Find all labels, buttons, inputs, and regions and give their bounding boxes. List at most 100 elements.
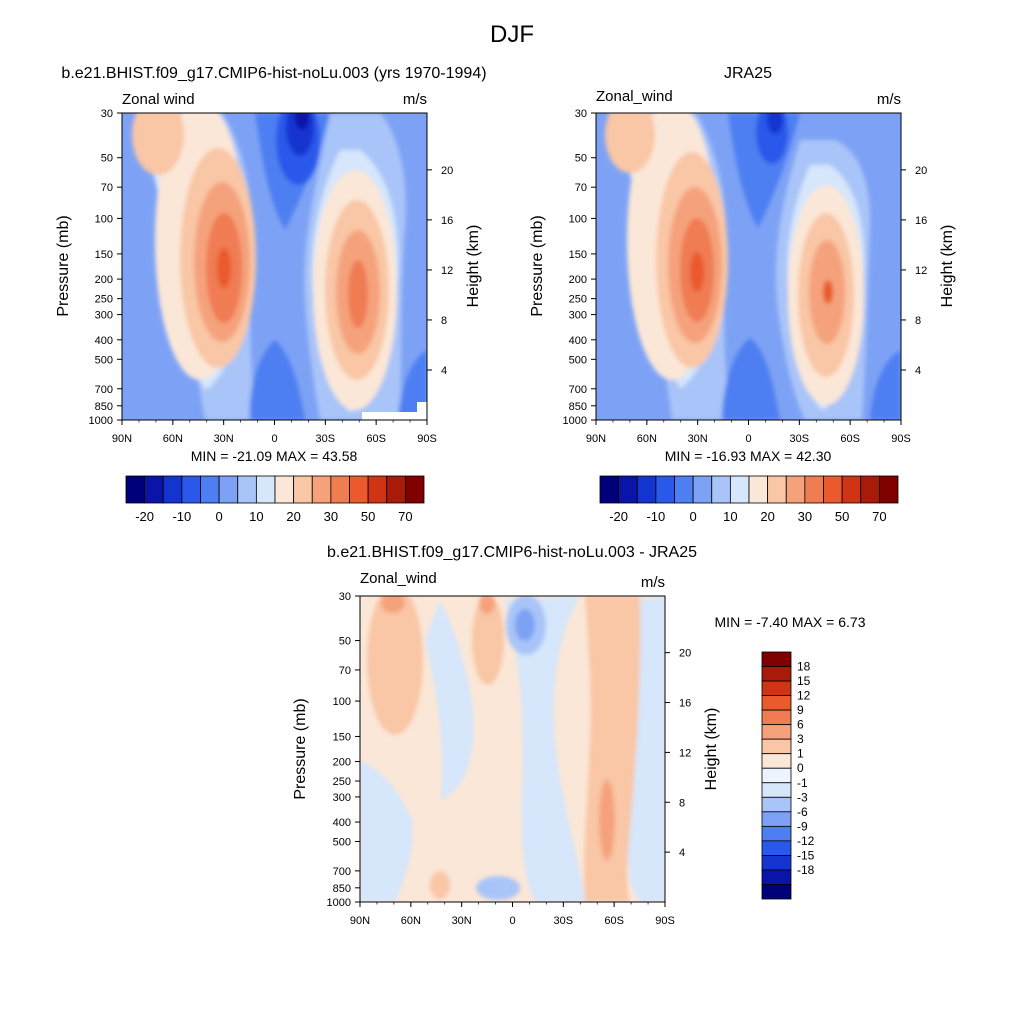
y-tick-label: 850 xyxy=(95,401,113,413)
x-tick-label: 60N xyxy=(401,915,421,927)
easterly-upper-core xyxy=(295,113,309,130)
y-tick-label: 200 xyxy=(95,274,113,286)
colorbar-label: 50 xyxy=(835,509,849,524)
colorbar-label: 18 xyxy=(797,660,811,674)
variable-label: Zonal_wind xyxy=(596,88,673,105)
y-right-tick-label: 20 xyxy=(915,165,927,177)
x-tick-label: 60S xyxy=(840,433,860,445)
jet-north-top xyxy=(132,113,184,175)
colorbar-label: 50 xyxy=(361,509,375,524)
colorbar-label: -1 xyxy=(797,776,808,790)
weak-negative-center xyxy=(425,600,474,800)
colorbar-label: 70 xyxy=(872,509,886,524)
y-tick-label: 500 xyxy=(333,837,351,849)
y-right-tick-label: 16 xyxy=(441,215,453,227)
y-tick-label: 1000 xyxy=(89,415,113,427)
x-tick-label: 30N xyxy=(688,433,708,445)
colorbar-swatch xyxy=(144,475,164,504)
colorbar-swatch xyxy=(125,475,146,504)
positive-south-core xyxy=(599,780,615,860)
colorbar-label: 10 xyxy=(249,509,263,524)
y-right-tick-label: 8 xyxy=(915,315,921,327)
colorbar-swatch xyxy=(692,475,713,504)
y-right-tick-label: 4 xyxy=(915,365,921,377)
missing-data-mask-pole xyxy=(417,402,427,420)
axes: 30 50 70 100 150 200 250 300 400 500 700 850 1000 20 1… xyxy=(563,108,928,445)
y-tick-label: 400 xyxy=(95,335,113,347)
y-tick-label: 500 xyxy=(95,354,113,366)
y-right-tick-label: 8 xyxy=(441,315,447,327)
y-tick-label: 50 xyxy=(101,153,113,165)
y-tick-label: 30 xyxy=(339,591,351,603)
units-label: m/s xyxy=(641,574,665,591)
colorbar-label: 20 xyxy=(760,509,774,524)
colorbar-swatch xyxy=(636,475,657,504)
colorbar-label: 3 xyxy=(797,732,804,746)
easterly-upper-core xyxy=(767,113,783,134)
positive-north-l1 xyxy=(367,596,423,735)
y-right-tick-label: 4 xyxy=(441,365,447,377)
weak-negative-equator xyxy=(505,596,585,902)
y-tick-label: 700 xyxy=(569,384,587,396)
colorbar-swatch xyxy=(761,811,792,827)
contour-field xyxy=(596,113,901,420)
y-axis-right-title: Height (km) xyxy=(939,225,956,308)
figure-title: DJF xyxy=(490,21,534,48)
y-right-tick-label: 20 xyxy=(441,165,453,177)
colorbar-swatch xyxy=(761,709,792,726)
colorbar-swatch xyxy=(330,475,350,504)
colorbar-swatch xyxy=(386,475,406,504)
colorbar-swatch xyxy=(761,651,792,667)
y-tick-label: 100 xyxy=(569,213,587,225)
colorbar-swatch xyxy=(767,475,787,504)
colorbar-label: 6 xyxy=(797,718,804,732)
y-tick-label: 150 xyxy=(333,731,351,743)
axes: 30 50 70 100 150 200 250 300 400 500 700 850 1000 20 1… xyxy=(327,591,692,927)
colorbar-swatch xyxy=(761,724,792,740)
y-right-tick-label: 4 xyxy=(679,847,685,859)
y-axis-right-title: Height (km) xyxy=(465,225,482,308)
colorbar-label: -20 xyxy=(135,509,154,524)
y-right-tick-label: 16 xyxy=(915,215,927,227)
y-right-tick-label: 12 xyxy=(915,265,927,277)
y-tick-label: 250 xyxy=(333,776,351,788)
stats-label: MIN = -7.40 MAX = 6.73 xyxy=(715,614,866,630)
variable-label: Zonal_wind xyxy=(360,570,437,587)
panel-title: JRA25 xyxy=(724,65,772,82)
colorbar-swatch xyxy=(761,855,792,871)
jet-north-core xyxy=(217,248,231,288)
y-tick-label: 700 xyxy=(95,384,113,396)
colorbar-label: 12 xyxy=(797,689,811,703)
positive-south-l1 xyxy=(584,596,641,902)
axes: 30 50 70 100 150 200 250 300 400 500 700 850 1000 20 1… xyxy=(89,108,454,445)
x-tick-label: 90S xyxy=(417,433,437,445)
colorbar-swatch xyxy=(761,753,792,769)
easterly-lower xyxy=(249,340,305,420)
x-tick-label: 60N xyxy=(637,433,657,445)
x-tick-label: 0 xyxy=(745,433,751,445)
y-tick-label: 150 xyxy=(569,249,587,261)
y-tick-label: 400 xyxy=(569,335,587,347)
colorbar-swatch xyxy=(655,475,675,504)
y-tick-label: 50 xyxy=(339,636,351,648)
stats-label: MIN = -16.93 MAX = 42.30 xyxy=(665,448,832,464)
colorbar-swatch xyxy=(274,475,295,504)
y-axis-right-title: Height (km) xyxy=(703,708,720,791)
easterly-lower xyxy=(722,338,780,420)
y-tick-label: 30 xyxy=(575,108,587,120)
x-tick-label: 0 xyxy=(271,433,277,445)
jet-north-top xyxy=(605,113,655,173)
colorbar-label: 30 xyxy=(798,509,812,524)
colorbar-label: 15 xyxy=(797,674,811,688)
colorbar-swatch xyxy=(761,782,792,798)
contour-field xyxy=(360,596,665,902)
colorbar-swatch xyxy=(618,475,638,504)
y-right-tick-label: 12 xyxy=(441,265,453,277)
jet-south-core xyxy=(823,280,833,304)
colorbar-swatch xyxy=(804,475,824,504)
panel-difference: b.e21.BHIST.f09_g17.CMIP6-hist-noLu.003 … xyxy=(292,544,866,927)
y-right-tick-label: 8 xyxy=(679,797,685,809)
x-tick-label: 90S xyxy=(655,915,675,927)
y-tick-label: 250 xyxy=(95,294,113,306)
